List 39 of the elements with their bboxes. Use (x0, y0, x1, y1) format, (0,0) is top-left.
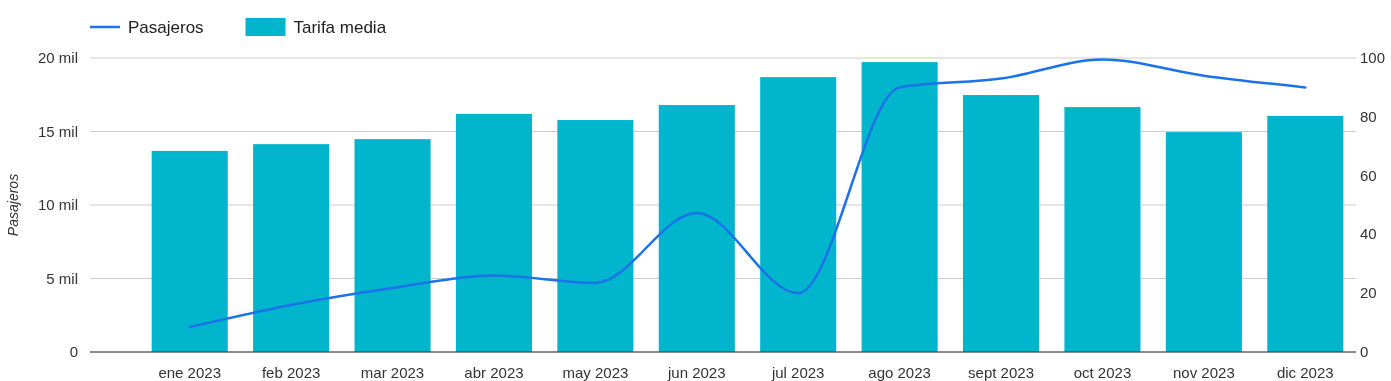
bar (557, 120, 634, 352)
bar (963, 95, 1040, 352)
y-tick-label: 15 mil (37, 122, 78, 140)
y-tick-label: 20 mil (37, 49, 78, 66)
x-tick-label: nov 2023 (1173, 364, 1235, 381)
bar (1064, 107, 1141, 352)
x-tick-label: ene 2023 (158, 364, 221, 381)
y2-tick-label: 0 (1360, 343, 1369, 360)
bar (658, 105, 735, 352)
bar (151, 150, 228, 352)
bar (1165, 132, 1242, 352)
bar (253, 144, 330, 352)
y-tick-label: 0 (69, 343, 78, 360)
bar (1267, 115, 1344, 352)
bar (354, 139, 431, 352)
x-tick-label: abr 2023 (464, 364, 524, 381)
line-series (188, 58, 1307, 329)
bar (760, 77, 837, 352)
legend-label: Tarifa media (293, 18, 387, 37)
x-tick-label: jun 2023 (667, 364, 726, 381)
y2-tick-label: 100 (1360, 49, 1386, 66)
bar (861, 62, 938, 352)
legend-label: Pasajeros (128, 18, 204, 37)
x-tick-label: feb 2023 (261, 364, 321, 381)
y-tick-label: 10 mil (37, 196, 78, 213)
x-tick-label: sept 2023 (968, 364, 1034, 381)
x-tick-label: jul 2023 (770, 364, 825, 381)
y2-tick-label: 80 (1360, 107, 1377, 125)
x-tick-label: ago 2023 (868, 364, 931, 381)
y-tick-label: 5 mil (46, 269, 78, 287)
bar (455, 113, 532, 352)
y-axis-title: Pasajeros (5, 173, 21, 237)
x-tick-label: dic 2023 (1276, 364, 1334, 381)
y2-tick-label: 20 (1360, 284, 1377, 302)
y2-tick-label: 40 (1360, 225, 1377, 243)
x-tick-label: may 2023 (562, 364, 629, 381)
x-tick-label: oct 2023 (1073, 364, 1132, 381)
y2-tick-label: 60 (1360, 166, 1377, 184)
x-tick-label: mar 2023 (360, 364, 425, 381)
